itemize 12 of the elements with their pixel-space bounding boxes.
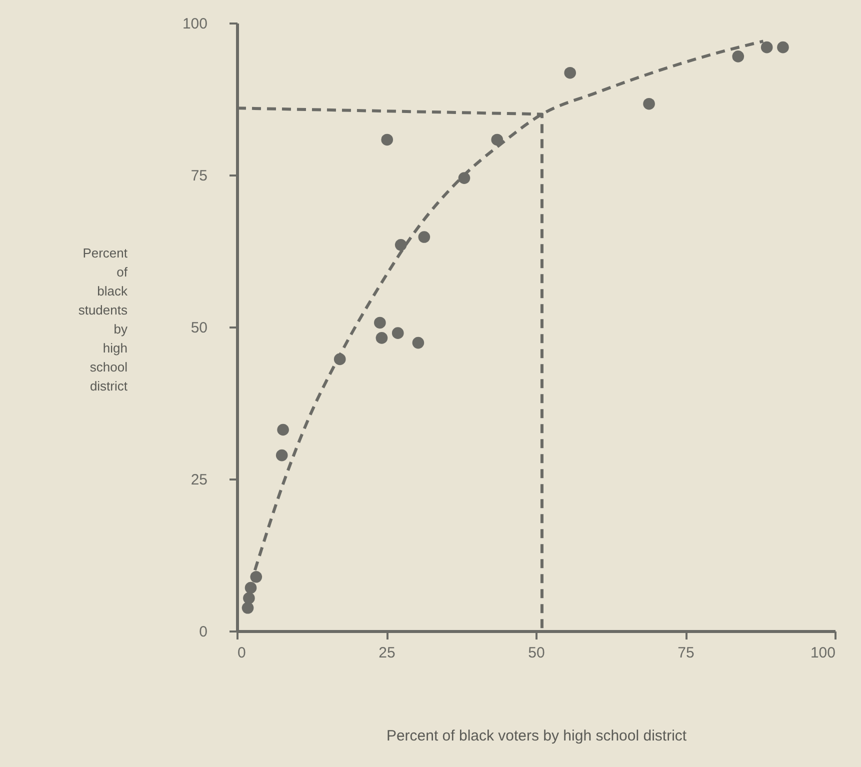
y-tick-label: 50 — [190, 320, 208, 336]
x-tick-label: 0 — [238, 644, 246, 662]
y-tick-label: 0 — [199, 624, 208, 640]
y-tick-label: 100 — [182, 16, 208, 32]
x-tick-label: 25 — [378, 644, 396, 662]
x-tick-label: 75 — [678, 644, 694, 662]
x-tick-label: 50 — [528, 644, 545, 662]
y-tick-label: 75 — [190, 168, 208, 184]
y-tick-label: 25 — [190, 472, 208, 488]
x-axis-title: Percent of black voters by high school district — [386, 728, 688, 744]
y-axis-title: Percent of black students by high school district — [78, 246, 128, 394]
x-tick-label: 100 — [810, 644, 836, 662]
